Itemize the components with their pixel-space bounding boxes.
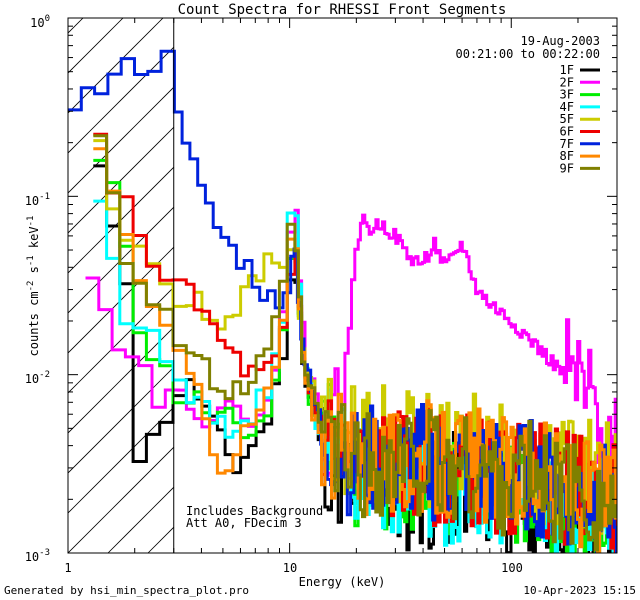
y-axis-ticks <box>68 17 617 554</box>
y-tick-label-0.001: 10-3 <box>25 548 50 564</box>
legend-label-8F: 8F <box>560 149 574 163</box>
x-tick-label-10: 10 <box>283 561 297 575</box>
x-tick-label-100: 100 <box>501 561 523 575</box>
legend-label-2F: 2F <box>560 75 574 89</box>
legend-label-9F: 9F <box>560 161 574 175</box>
series-line-8F <box>93 147 617 553</box>
footer-generated-by: Generated by hsi_min_spectra_plot.pro <box>4 584 249 597</box>
x-axis-tick-labels: 1 10 100 <box>64 561 522 575</box>
x-axis-label: Energy (keV) <box>299 575 386 589</box>
legend-label-6F: 6F <box>560 125 574 139</box>
time-range-label: 00:21:00 to 00:22:00 <box>456 47 601 61</box>
legend-label-3F: 3F <box>560 88 574 102</box>
footer-timestamp: 10-Apr-2023 15:15 <box>523 584 636 597</box>
y-tick-label-0.01: 10-2 <box>25 370 50 386</box>
legend-label-7F: 7F <box>560 137 574 151</box>
date-label: 19-Aug-2003 <box>521 34 600 48</box>
chart-title: Count Spectra for RHESSI Front Segments <box>178 2 507 18</box>
x-tick-label-1: 1 <box>64 561 71 575</box>
legend-label-4F: 4F <box>560 100 574 114</box>
legend-label-5F: 5F <box>560 112 574 126</box>
y-axis-label: counts cm-2 s-1 keV-1 <box>26 216 41 357</box>
annotation-background: Includes Background <box>186 504 323 518</box>
y-tick-label-1: 100 <box>30 14 50 30</box>
y-tick-label-0.1: 10-1 <box>25 192 50 208</box>
x-axis-ticks <box>67 18 618 553</box>
y-axis-tick-labels: 100 10-1 10-2 10-3 <box>25 14 50 564</box>
series-line-9F <box>93 134 617 552</box>
annotation-attenuator: Att A0, FDecim 3 <box>186 516 302 530</box>
plot-frame <box>67 17 618 554</box>
series-lines <box>68 49 617 553</box>
legend-label-1F: 1F <box>560 63 574 77</box>
